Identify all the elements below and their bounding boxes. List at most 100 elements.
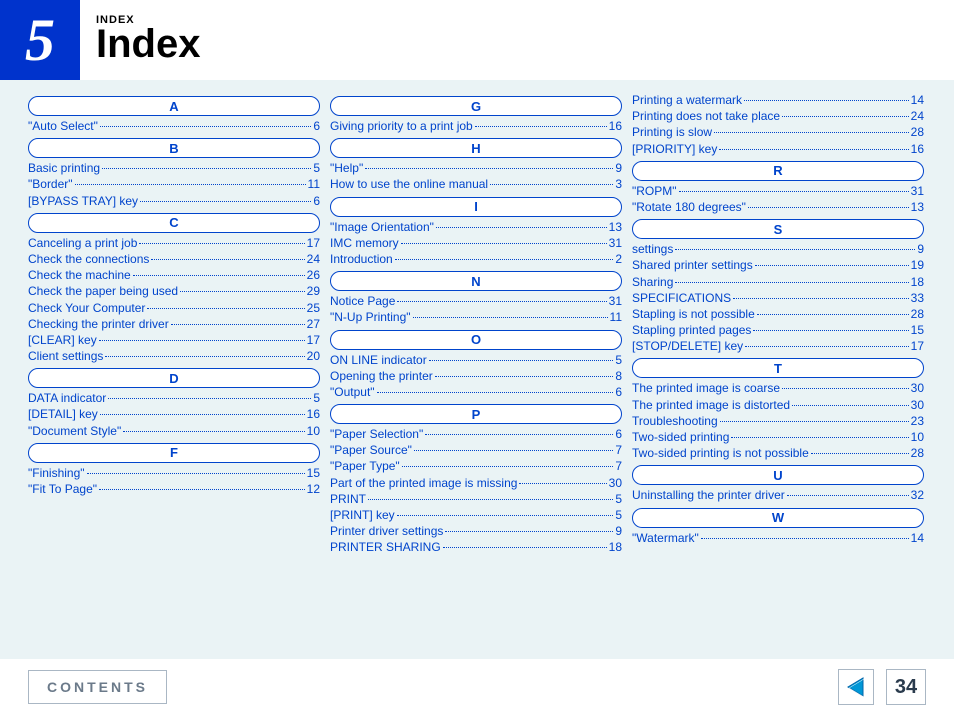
index-entry-label: Uninstalling the printer driver: [632, 487, 785, 503]
index-entry-stop-delete-key[interactable]: [STOP/DELETE] key17: [632, 338, 924, 354]
index-entry-data-indicator[interactable]: DATA indicator5: [28, 390, 320, 406]
index-entry-finishing[interactable]: "Finishing"15: [28, 465, 320, 481]
dot-leader: [395, 259, 614, 260]
index-entry-printing-a-watermark[interactable]: Printing a watermark14: [632, 92, 924, 108]
index-entry-label: "N-Up Printing": [330, 309, 411, 325]
index-entry-paper-source[interactable]: "Paper Source"7: [330, 442, 622, 458]
index-entry-label: How to use the online manual: [330, 176, 488, 192]
index-entry-page: 23: [911, 413, 924, 429]
index-entry-page: 7: [615, 442, 622, 458]
index-entry-label: The printed image is coarse: [632, 380, 780, 396]
index-entry-label: Two-sided printing is not possible: [632, 445, 809, 461]
index-entry-document-style[interactable]: "Document Style"10: [28, 423, 320, 439]
index-entry-label: Canceling a print job: [28, 235, 137, 251]
index-entry-image-orientation[interactable]: "Image Orientation"13: [330, 219, 622, 235]
index-entry-client-settings[interactable]: Client settings20: [28, 348, 320, 364]
index-entry-output[interactable]: "Output"6: [330, 384, 622, 400]
dot-leader: [753, 330, 908, 331]
index-entry-rotate-180-degrees[interactable]: "Rotate 180 degrees"13: [632, 199, 924, 215]
index-entry-check-the-machine[interactable]: Check the machine26: [28, 267, 320, 283]
index-entry-auto-select[interactable]: "Auto Select"6: [28, 118, 320, 134]
index-entry-giving-priority-to-a-print-job[interactable]: Giving priority to a print job16: [330, 118, 622, 134]
index-entry-canceling-a-print-job[interactable]: Canceling a print job17: [28, 235, 320, 251]
index-entry-stapling-printed-pages[interactable]: Stapling printed pages15: [632, 322, 924, 338]
index-entry-opening-the-printer[interactable]: Opening the printer8: [330, 368, 622, 384]
index-entry-print[interactable]: PRINT5: [330, 491, 622, 507]
index-entry-page: 28: [911, 445, 924, 461]
index-entry-paper-type[interactable]: "Paper Type"7: [330, 458, 622, 474]
index-entry-label: [STOP/DELETE] key: [632, 338, 743, 354]
index-column-3: Printing a watermark14Printing does not …: [632, 92, 924, 647]
letter-head-i: I: [330, 197, 622, 217]
index-entry-check-the-paper-being-used[interactable]: Check the paper being used29: [28, 283, 320, 299]
dot-leader: [782, 388, 909, 389]
index-entry-notice-page[interactable]: Notice Page31: [330, 293, 622, 309]
index-entry-printing-does-not-take-place[interactable]: Printing does not take place24: [632, 108, 924, 124]
dot-leader: [108, 398, 311, 399]
index-entry-page: 9: [615, 160, 622, 176]
index-entry-part-of-the-printed-image-is-missing[interactable]: Part of the printed image is missing30: [330, 475, 622, 491]
index-entry-settings[interactable]: settings9: [632, 241, 924, 257]
back-triangle-icon: [845, 676, 867, 698]
letter-head-u: U: [632, 465, 924, 485]
dot-leader: [757, 314, 909, 315]
index-entry-stapling-is-not-possible[interactable]: Stapling is not possible28: [632, 306, 924, 322]
back-button[interactable]: [838, 669, 874, 705]
index-entry-priority-key[interactable]: [PRIORITY] key16: [632, 141, 924, 157]
index-entry-the-printed-image-is-coarse[interactable]: The printed image is coarse30: [632, 380, 924, 396]
index-entry-how-to-use-the-online-manual[interactable]: How to use the online manual3: [330, 176, 622, 192]
index-entry-ropm[interactable]: "ROPM"31: [632, 183, 924, 199]
index-entry-sharing[interactable]: Sharing18: [632, 274, 924, 290]
dot-leader: [75, 184, 306, 185]
index-entry-check-the-connections[interactable]: Check the connections24: [28, 251, 320, 267]
index-entry-label: "Auto Select": [28, 118, 98, 134]
index-entry-uninstalling-the-printer-driver[interactable]: Uninstalling the printer driver32: [632, 487, 924, 503]
index-entry-checking-the-printer-driver[interactable]: Checking the printer driver27: [28, 316, 320, 332]
index-entry-page: 9: [917, 241, 924, 257]
header-text: INDEX Index: [80, 0, 200, 80]
index-entry-basic-printing[interactable]: Basic printing5: [28, 160, 320, 176]
dot-leader: [748, 207, 909, 208]
letter-head-t: T: [632, 358, 924, 378]
index-entry-n-up-printing[interactable]: "N-Up Printing"11: [330, 309, 622, 325]
index-entry-page: 5: [615, 491, 622, 507]
index-entry-clear-key[interactable]: [CLEAR] key17: [28, 332, 320, 348]
index-entry-printer-sharing[interactable]: PRINTER SHARING18: [330, 539, 622, 555]
index-entry-on-line-indicator[interactable]: ON LINE indicator5: [330, 352, 622, 368]
index-entry-help[interactable]: "Help"9: [330, 160, 622, 176]
index-entry-print-key[interactable]: [PRINT] key5: [330, 507, 622, 523]
index-entry-introduction[interactable]: Introduction2: [330, 251, 622, 267]
index-entry-page: 12: [307, 481, 320, 497]
dot-leader: [675, 282, 908, 283]
index-entry-specifications[interactable]: SPECIFICATIONS33: [632, 290, 924, 306]
index-entry-label: Part of the printed image is missing: [330, 475, 517, 491]
index-entry-page: 10: [307, 423, 320, 439]
index-entry-printing-is-slow[interactable]: Printing is slow28: [632, 124, 924, 140]
index-entry-page: 31: [609, 293, 622, 309]
index-entry-imc-memory[interactable]: IMC memory31: [330, 235, 622, 251]
index-entry-page: 14: [911, 92, 924, 108]
index-entry-the-printed-image-is-distorted[interactable]: The printed image is distorted30: [632, 397, 924, 413]
index-entry-two-sided-printing[interactable]: Two-sided printing10: [632, 429, 924, 445]
index-entry-detail-key[interactable]: [DETAIL] key16: [28, 406, 320, 422]
index-entry-watermark[interactable]: "Watermark"14: [632, 530, 924, 546]
index-entry-label: "Border": [28, 176, 73, 192]
index-entry-two-sided-printing-is-not-possible[interactable]: Two-sided printing is not possible 28: [632, 445, 924, 461]
index-entry-fit-to-page[interactable]: "Fit To Page"12: [28, 481, 320, 497]
index-entry-shared-printer-settings[interactable]: Shared printer settings19: [632, 257, 924, 273]
contents-button[interactable]: CONTENTS: [28, 670, 167, 704]
dot-leader: [151, 259, 304, 260]
index-entry-paper-selection[interactable]: "Paper Selection"6: [330, 426, 622, 442]
dot-leader: [180, 291, 305, 292]
dot-leader: [100, 414, 305, 415]
index-entry-border[interactable]: "Border"11: [28, 176, 320, 192]
index-entry-printer-driver-settings[interactable]: Printer driver settings9: [330, 523, 622, 539]
index-entry-label: "Paper Selection": [330, 426, 423, 442]
index-entry-check-your-computer[interactable]: Check Your Computer25: [28, 300, 320, 316]
letter-head-h: H: [330, 138, 622, 158]
dot-leader: [402, 466, 614, 467]
dot-leader: [87, 473, 305, 474]
dot-leader: [519, 483, 606, 484]
index-entry-bypass-tray-key[interactable]: [BYPASS TRAY] key6: [28, 193, 320, 209]
index-entry-troubleshooting[interactable]: Troubleshooting23: [632, 413, 924, 429]
